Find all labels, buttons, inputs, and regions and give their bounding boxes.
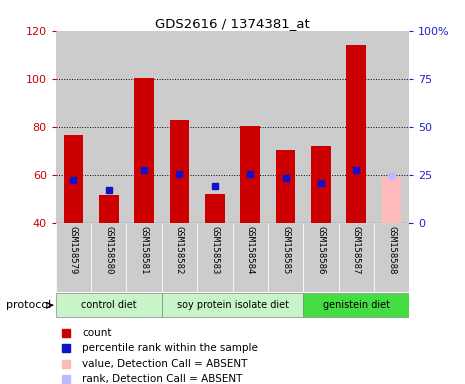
Bar [134,78,154,223]
Bar [339,223,374,292]
Text: soy protein isolate diet: soy protein isolate diet [177,300,288,310]
Text: GSM158584: GSM158584 [246,226,255,275]
Bar [232,223,268,292]
Text: GSM158587: GSM158587 [352,226,361,275]
Bar [91,31,126,223]
Bar [303,293,409,317]
Bar [303,223,339,292]
Bar [276,149,295,223]
Bar [56,223,91,292]
Bar [339,31,374,223]
Title: GDS2616 / 1374381_at: GDS2616 / 1374381_at [155,17,310,30]
Text: control diet: control diet [81,300,137,310]
Text: value, Detection Call = ABSENT: value, Detection Call = ABSENT [82,359,248,369]
Bar [268,223,303,292]
Text: genistein diet: genistein diet [323,300,390,310]
Bar [197,31,232,223]
Bar [162,223,197,292]
Text: GSM158586: GSM158586 [316,226,326,275]
Text: GSM158580: GSM158580 [104,226,113,275]
Bar [56,293,162,317]
Text: count: count [82,328,112,338]
Text: GSM158579: GSM158579 [69,226,78,275]
Bar [205,194,225,223]
Bar [162,293,303,317]
Text: protocol: protocol [6,300,51,310]
Bar [374,223,409,292]
Bar [232,31,268,223]
Bar [99,195,119,223]
Bar [346,45,366,223]
Text: GSM158581: GSM158581 [140,226,149,275]
Bar [91,223,126,292]
Bar [197,223,232,292]
Text: GSM158583: GSM158583 [210,226,219,275]
Bar [268,31,303,223]
Bar [170,119,189,223]
Text: GSM158582: GSM158582 [175,226,184,275]
Bar [240,126,260,223]
Bar [126,223,162,292]
Text: GSM158585: GSM158585 [281,226,290,275]
Bar [311,146,331,223]
Bar [162,31,197,223]
Text: rank, Detection Call = ABSENT: rank, Detection Call = ABSENT [82,374,243,384]
Bar [56,31,91,223]
Bar [374,31,409,223]
Bar [64,135,83,223]
Text: percentile rank within the sample: percentile rank within the sample [82,343,258,354]
Bar [382,177,401,223]
Bar [303,31,339,223]
Bar [126,31,162,223]
Text: GSM158588: GSM158588 [387,226,396,275]
